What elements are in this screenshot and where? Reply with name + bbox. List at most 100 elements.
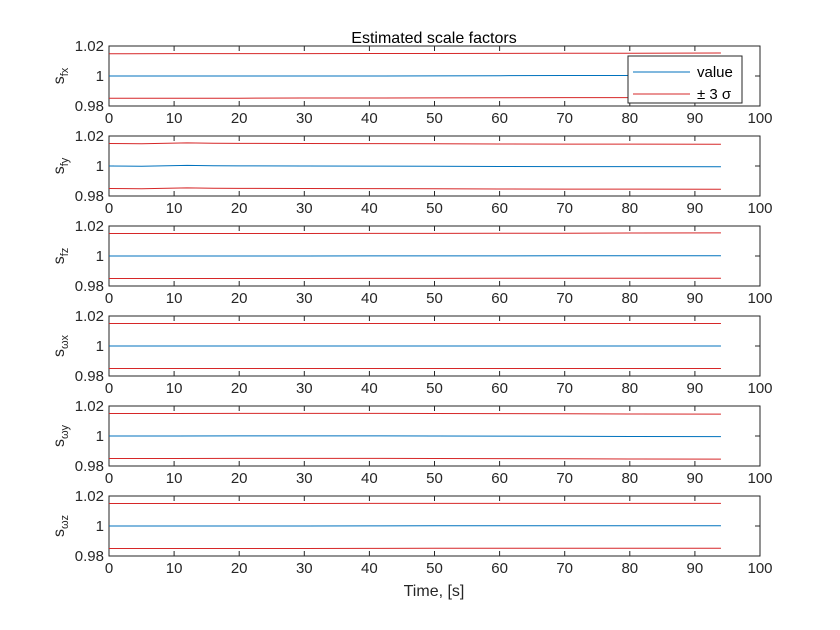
y-axis-label: sωz [51,515,71,537]
x-tick-label: 40 [361,110,378,127]
x-tick-label: 50 [426,290,443,307]
x-tick-label: 70 [556,560,573,577]
y-tick-label: 1.02 [75,128,104,145]
y-tick-label: 1.02 [75,38,104,55]
y-axis-label-subscript: fy [59,157,71,166]
series-lower-line [109,96,721,99]
x-axis-label: Time, [s] [404,583,465,600]
x-tick-label: 20 [231,380,248,397]
x-tick-label: 20 [231,470,248,487]
x-tick-label: 60 [491,110,508,127]
x-tick-label: 90 [687,560,704,577]
x-tick-label: 80 [621,110,638,127]
x-tick-label: 20 [231,110,248,127]
x-tick-label: 50 [426,380,443,397]
x-tick-label: 0 [105,380,113,397]
x-tick-label: 90 [687,200,704,217]
x-tick-label: 60 [491,560,508,577]
x-tick-label: 70 [556,470,573,487]
x-tick-label: 60 [491,290,508,307]
y-tick-label: 1.02 [75,398,104,415]
y-tick-label: 0.98 [75,458,104,475]
y-axis-label-main: s [51,76,68,84]
x-tick-label: 80 [621,380,638,397]
y-tick-label: 1.02 [75,488,104,505]
x-tick-label: 100 [747,470,772,487]
y-axis-label-subscript: ωy [59,424,71,439]
x-tick-label: 20 [231,560,248,577]
x-tick-label: 100 [747,200,772,217]
y-tick-label: 1 [96,68,104,85]
x-tick-label: 30 [296,380,313,397]
x-tick-label: 0 [105,290,113,307]
x-tick-label: 80 [621,290,638,307]
series-lower-line [108,187,721,190]
y-tick-label: 0.98 [75,278,104,295]
x-tick-label: 80 [621,200,638,217]
y-tick-label: 1.02 [75,308,104,325]
x-tick-label: 30 [296,110,313,127]
y-axis-label: sωx [51,334,71,357]
series-value-line [109,74,721,77]
x-tick-label: 0 [105,560,113,577]
y-tick-label: 0.98 [75,188,104,205]
x-tick-label: 100 [747,290,772,307]
x-tick-label: 40 [361,470,378,487]
series-upper-line [109,232,721,234]
x-tick-label: 10 [166,110,183,127]
x-tick-label: 90 [687,470,704,487]
y-tick-label: 1 [96,248,104,265]
x-tick-label: 90 [687,290,704,307]
x-tick-label: 60 [491,200,508,217]
x-tick-label: 10 [166,200,183,217]
x-tick-label: 10 [166,470,183,487]
y-axis-label-main: s [51,529,68,537]
x-tick-label: 60 [491,380,508,397]
legend-label: value [697,64,733,81]
x-tick-label: 90 [687,110,704,127]
legend-label: ± 3 σ [697,86,732,103]
series-lower-line [109,457,721,460]
y-axis-label: sfz [51,248,71,265]
x-tick-label: 30 [296,560,313,577]
x-tick-label: 0 [105,200,113,217]
x-tick-label: 70 [556,290,573,307]
x-tick-label: 80 [621,470,638,487]
x-tick-label: 40 [361,560,378,577]
x-tick-label: 30 [296,200,313,217]
x-tick-label: 50 [426,110,443,127]
y-tick-label: 0.98 [75,548,104,565]
y-axis-label: sfy [51,157,71,174]
x-tick-label: 70 [556,380,573,397]
y-tick-label: 1 [96,428,104,445]
x-tick-label: 10 [166,290,183,307]
x-tick-label: 40 [361,380,378,397]
y-axis-label-subscript: ωx [59,334,71,349]
y-tick-label: 0.98 [75,98,104,115]
x-tick-label: 10 [166,560,183,577]
x-tick-label: 50 [426,470,443,487]
series-upper-line [109,412,721,415]
x-tick-label: 30 [296,470,313,487]
x-tick-label: 80 [621,560,638,577]
series-upper-line [108,52,721,55]
y-tick-label: 1 [96,518,104,535]
x-tick-label: 90 [687,380,704,397]
x-tick-label: 0 [105,110,113,127]
x-tick-label: 70 [556,200,573,217]
y-axis-label-main: s [51,439,68,447]
legend[interactable]: value ± 3 σ [627,55,743,104]
y-tick-label: 1.02 [75,218,104,235]
y-axis-label-subscript: fx [59,67,71,76]
x-tick-label: 50 [426,200,443,217]
y-axis-label-main: s [51,256,68,264]
x-tick-label: 50 [426,560,443,577]
y-axis-label-main: s [51,166,68,174]
series-value-line [108,164,721,168]
